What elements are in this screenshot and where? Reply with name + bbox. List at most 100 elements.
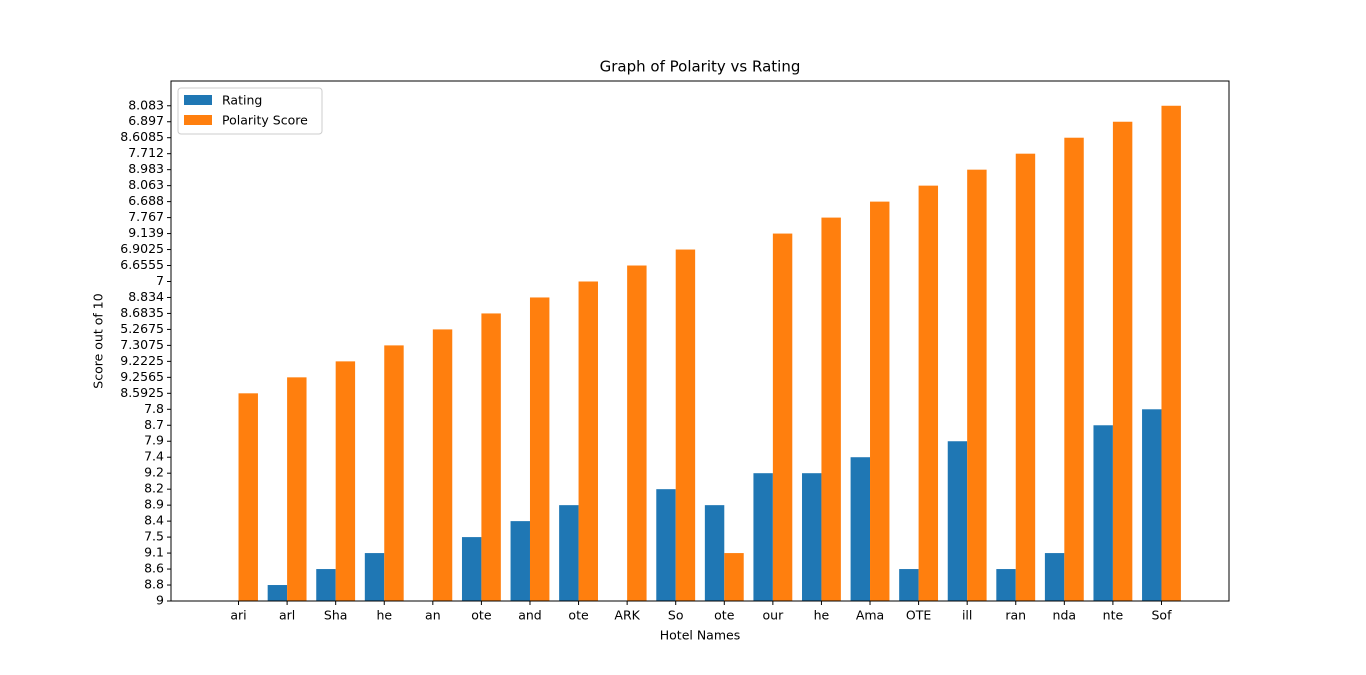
y-tick-label: 7 [156, 273, 164, 288]
bar [1161, 105, 1181, 601]
bar [704, 505, 725, 601]
plot-frame [170, 80, 1230, 602]
legend-label: Rating [222, 93, 262, 108]
bar [918, 185, 939, 601]
x-axis-label: Hotel Names [660, 628, 740, 643]
bar [529, 297, 550, 601]
bar [238, 393, 258, 601]
x-tick-label: Ama [856, 608, 884, 623]
y-tick-label: 6.9025 [120, 241, 164, 256]
legend-label: Polarity Score [222, 113, 308, 128]
y-tick-label: 7.5 [144, 529, 164, 544]
bar [1093, 425, 1113, 601]
x-tick-label: Sha [324, 608, 348, 623]
x-tick-label: nda [1053, 608, 1077, 623]
bar [996, 569, 1016, 601]
bar [481, 313, 501, 601]
x-tick-label: OTE [906, 608, 931, 623]
legend: Rating Polarity Score [177, 87, 323, 135]
x-tick-label: arl [279, 608, 295, 623]
bar [947, 441, 968, 601]
x-tick-label: ote [568, 608, 589, 623]
bar [724, 553, 744, 601]
y-tick-label: 5.2675 [120, 321, 164, 336]
y-tick-label: 9 [156, 593, 164, 608]
x-tick-label: Sof [1151, 608, 1172, 623]
y-tick-label: 8.2 [144, 481, 164, 496]
x-tick-label: ill [962, 608, 972, 623]
bar [384, 345, 404, 601]
y-tick-label: 7.9 [144, 433, 164, 448]
legend-frame [177, 87, 323, 135]
bar [656, 489, 676, 601]
y-tick-label: 6.6555 [120, 257, 164, 272]
y-tick-label: 8.7 [144, 417, 164, 432]
bar [316, 569, 336, 601]
bar [287, 377, 307, 601]
bar [627, 265, 647, 601]
bar [267, 585, 288, 601]
bar [850, 457, 871, 601]
bar [1064, 137, 1084, 601]
y-tick-label: 8.6085 [120, 129, 164, 144]
x-tick-label: ote [714, 608, 735, 623]
y-tick-label: 8.4 [144, 513, 164, 528]
x-tick-label: our [763, 608, 785, 623]
y-axis-label: Score out of 10 [91, 293, 106, 388]
bar [510, 521, 530, 601]
bar [1112, 121, 1133, 601]
bar [432, 329, 453, 601]
bar [461, 537, 482, 601]
bar [821, 217, 841, 602]
x-tick-label: and [518, 608, 542, 623]
x-tick-label: ran [1005, 608, 1026, 623]
x-tick-label: he [376, 608, 392, 623]
bar [802, 473, 822, 601]
bar [899, 569, 919, 601]
y-tick-label: 7.8 [144, 401, 164, 416]
y-tick-label: 8.083 [128, 97, 164, 112]
x-tick-label: an [425, 608, 441, 623]
bar [772, 233, 793, 601]
y-tick-label: 8.8 [144, 577, 164, 592]
y-tick-label: 8.6835 [120, 305, 164, 320]
x-tick-label: ARK [614, 608, 640, 623]
y-tick-label: 9.2225 [120, 353, 164, 368]
x-tick-label: ote [471, 608, 492, 623]
bar [335, 361, 356, 601]
bar [967, 169, 987, 602]
y-tick-label: 8.063 [128, 177, 164, 192]
y-tick-label: 6.897 [128, 113, 164, 128]
y-tick-label: 6.688 [128, 193, 164, 208]
bar [578, 281, 598, 601]
y-tick-label: 8.6 [144, 561, 164, 576]
bar [1044, 553, 1065, 601]
chart-title: Graph of Polarity vs Rating [600, 58, 801, 76]
bar [559, 505, 579, 601]
bar [1015, 153, 1036, 601]
x-tick-label: ari [230, 608, 246, 623]
bar [870, 201, 890, 601]
y-tick-label: 9.139 [128, 225, 164, 240]
y-tick-label: 9.2565 [120, 369, 164, 384]
x-tick-label: nte [1103, 608, 1124, 623]
bar [1142, 409, 1162, 601]
legend-swatch [184, 95, 212, 105]
x-tick-label: So [668, 608, 684, 623]
y-tick-label: 8.5925 [120, 385, 164, 400]
y-tick-label: 9.1 [144, 545, 164, 560]
y-tick-label: 8.834 [128, 289, 164, 304]
y-tick-label: 7.3075 [120, 337, 164, 352]
y-tick-label: 7.712 [128, 145, 164, 160]
y-tick-label: 9.2 [144, 465, 164, 480]
y-tick-label: 7.4 [144, 449, 164, 464]
legend-swatch [184, 115, 212, 125]
bar [753, 473, 773, 601]
y-tick-label: 7.767 [128, 209, 164, 224]
y-tick-label: 8.9 [144, 497, 164, 512]
y-tick-label: 8.983 [128, 161, 164, 176]
x-tick-label: he [814, 608, 830, 623]
bar [364, 553, 385, 601]
bar [675, 249, 696, 601]
